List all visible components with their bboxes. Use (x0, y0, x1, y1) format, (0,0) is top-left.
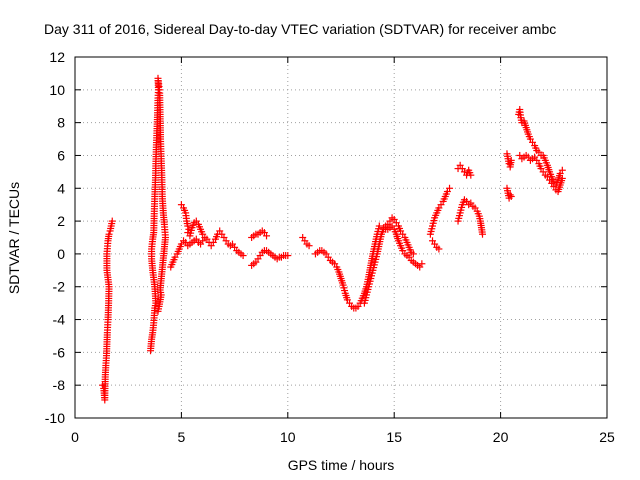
x-axis-label: GPS time / hours (288, 457, 395, 473)
data-point (184, 222, 192, 230)
y-tick-label: 10 (49, 82, 65, 98)
y-tick-label: -4 (53, 312, 66, 328)
x-tick-label: 5 (178, 429, 186, 445)
y-tick-label: 8 (57, 115, 65, 131)
data-points (99, 74, 566, 404)
y-tick-label: 2 (57, 213, 65, 229)
x-tick-label: 15 (386, 429, 402, 445)
y-tick-label: -10 (45, 410, 65, 426)
data-point (108, 217, 116, 225)
x-tick-label: 25 (599, 429, 615, 445)
data-point (305, 242, 313, 250)
y-axis-label: SDTVAR / TECUs (6, 182, 22, 294)
data-point (507, 156, 515, 164)
data-point (284, 252, 292, 260)
data-point (558, 174, 566, 182)
data-point (507, 192, 515, 200)
y-tick-label: -6 (53, 344, 66, 360)
y-tick-label: -2 (53, 279, 66, 295)
chart-title: Day 311 of 2016, Sidereal Day-to-day VTE… (44, 21, 556, 37)
y-tick-label: 6 (57, 147, 65, 163)
data-point (467, 171, 475, 179)
data-point (506, 191, 514, 199)
x-tick-labels: 0 5 10 15 20 25 (71, 429, 615, 445)
data-point (435, 245, 443, 253)
x-tick-label: 20 (493, 429, 509, 445)
data-point (446, 184, 454, 192)
data-point (375, 222, 383, 230)
axis-ticks (74, 56, 608, 419)
data-point (263, 232, 271, 240)
data-point (418, 260, 426, 268)
y-tick-labels: -10 -8 -6 -4 -2 0 2 4 6 8 10 12 (45, 49, 65, 426)
y-tick-label: 0 (57, 246, 65, 262)
data-point (105, 230, 113, 238)
y-tick-label: -8 (53, 377, 66, 393)
data-point (239, 252, 247, 260)
data-point (558, 166, 566, 174)
plot-frame (74, 56, 608, 419)
data-point (409, 250, 417, 258)
data-point (479, 230, 487, 238)
data-point (199, 230, 207, 238)
y-tick-label: 12 (49, 49, 65, 65)
x-tick-label: 0 (71, 429, 79, 445)
x-tick-label: 10 (280, 429, 296, 445)
data-point (154, 307, 162, 315)
y-tick-label: 4 (57, 180, 65, 196)
